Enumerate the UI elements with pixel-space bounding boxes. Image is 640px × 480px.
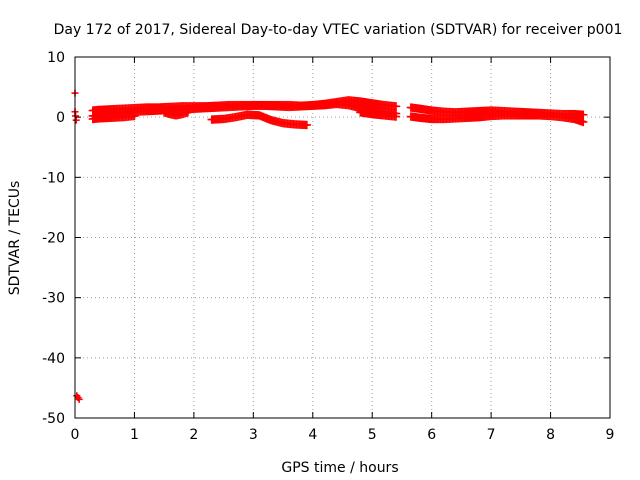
data-point	[391, 102, 401, 111]
chart-title: Day 172 of 2017, Sidereal Day-to-day VTE…	[54, 22, 623, 38]
data-point	[72, 116, 80, 124]
data-point	[75, 395, 83, 403]
x-tick-label: 5	[368, 427, 377, 443]
y-tick-label: -50	[42, 411, 65, 427]
data-point	[579, 110, 588, 119]
x-axis-label: GPS time / hours	[281, 460, 398, 476]
x-tick-label: 9	[606, 427, 615, 443]
y-tick-label: 0	[56, 110, 65, 126]
y-tick-label: -40	[42, 351, 65, 367]
x-tick-label: 3	[249, 427, 258, 443]
data-point	[183, 108, 193, 117]
data-points	[71, 89, 588, 403]
data-point	[302, 120, 312, 130]
y-axis-label: SDTVAR / TECUs	[7, 181, 23, 296]
y-tick-label: -10	[42, 170, 65, 186]
data-point	[391, 112, 401, 121]
y-tick-label: -20	[42, 231, 65, 247]
x-tick-label: 2	[189, 427, 198, 443]
data-point	[579, 117, 588, 127]
x-tick-label: 4	[308, 427, 317, 443]
axis-ticks: 0 1 2 3 4 5 6 7 8 9 -50 -40 -30 -20 -10 0 10	[42, 50, 614, 443]
x-tick-label: 7	[487, 427, 496, 443]
y-tick-label: 10	[47, 50, 65, 66]
x-tick-label: 0	[71, 427, 80, 443]
x-tick-label: 1	[130, 427, 139, 443]
data-point	[130, 111, 139, 121]
x-tick-label: 8	[546, 427, 555, 443]
x-tick-label: 6	[427, 427, 436, 443]
y-tick-label: -30	[42, 291, 65, 307]
